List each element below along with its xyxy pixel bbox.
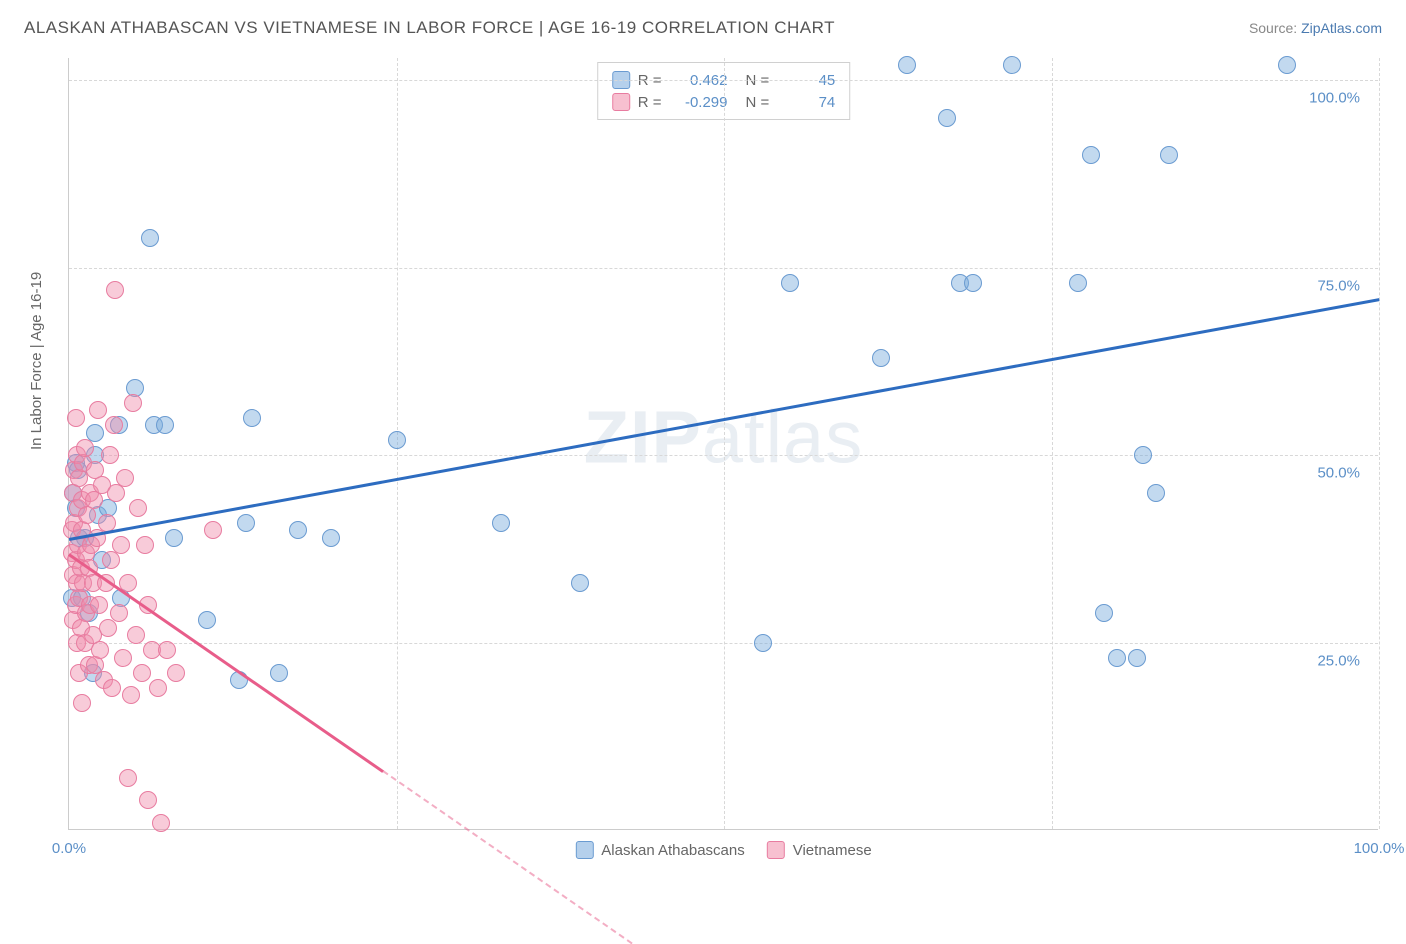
gridline-v — [724, 58, 725, 829]
scatter-point — [1095, 604, 1113, 622]
ytick-label: 50.0% — [1317, 465, 1360, 482]
scatter-point — [1082, 146, 1100, 164]
chart-title: ALASKAN ATHABASCAN VS VIETNAMESE IN LABO… — [24, 18, 835, 38]
swatch-pink-icon — [767, 841, 785, 859]
scatter-point — [754, 634, 772, 652]
source-prefix: Source: — [1249, 20, 1301, 36]
legend-item-pink: Vietnamese — [767, 841, 872, 859]
scatter-point — [141, 229, 159, 247]
scatter-point — [781, 274, 799, 292]
scatter-point — [105, 416, 123, 434]
scatter-point — [388, 431, 406, 449]
scatter-point — [156, 416, 174, 434]
scatter-point — [101, 446, 119, 464]
scatter-point — [198, 611, 216, 629]
scatter-point — [124, 394, 142, 412]
swatch-pink-icon — [612, 93, 630, 111]
scatter-point — [89, 401, 107, 419]
r-value-pink: -0.299 — [670, 94, 728, 111]
scatter-point — [492, 514, 510, 532]
scatter-point — [243, 409, 261, 427]
scatter-point — [158, 641, 176, 659]
source-link[interactable]: ZipAtlas.com — [1301, 20, 1382, 36]
gridline-v — [1052, 58, 1053, 829]
scatter-point — [1108, 649, 1126, 667]
scatter-point — [76, 439, 94, 457]
scatter-point — [129, 499, 147, 517]
scatter-point — [103, 679, 121, 697]
scatter-point — [872, 349, 890, 367]
ytick-label: 75.0% — [1317, 277, 1360, 294]
scatter-point — [91, 641, 109, 659]
scatter-point — [116, 469, 134, 487]
scatter-point — [127, 626, 145, 644]
n-label-2: N = — [746, 94, 770, 111]
scatter-point — [571, 574, 589, 592]
scatter-point — [67, 409, 85, 427]
scatter-point — [289, 521, 307, 539]
series-legend: Alaskan Athabascans Vietnamese — [575, 841, 871, 859]
scatter-point — [110, 604, 128, 622]
scatter-point — [1278, 56, 1296, 74]
xtick-label: 0.0% — [52, 840, 86, 857]
scatter-point — [898, 56, 916, 74]
scatter-point — [136, 536, 154, 554]
scatter-point — [237, 514, 255, 532]
xtick-label: 100.0% — [1354, 840, 1405, 857]
source-attribution: Source: ZipAtlas.com — [1249, 20, 1382, 36]
scatter-point — [1160, 146, 1178, 164]
scatter-point — [106, 281, 124, 299]
scatter-point — [152, 814, 170, 832]
scatter-point — [270, 664, 288, 682]
scatter-point — [167, 664, 185, 682]
scatter-point — [133, 664, 151, 682]
scatter-point — [73, 694, 91, 712]
scatter-point — [114, 649, 132, 667]
scatter-point — [149, 679, 167, 697]
ytick-label: 25.0% — [1317, 652, 1360, 669]
scatter-point — [165, 529, 183, 547]
ytick-label: 100.0% — [1309, 90, 1360, 107]
scatter-point — [1128, 649, 1146, 667]
scatter-point — [964, 274, 982, 292]
legend-item-blue: Alaskan Athabascans — [575, 841, 744, 859]
scatter-point — [322, 529, 340, 547]
scatter-point — [119, 769, 137, 787]
scatter-point — [102, 551, 120, 569]
gridline-v — [1379, 58, 1380, 829]
scatter-point — [122, 686, 140, 704]
y-axis-label: In Labor Force | Age 16-19 — [28, 272, 45, 450]
scatter-point — [1069, 274, 1087, 292]
scatter-point — [1147, 484, 1165, 502]
legend-label-pink: Vietnamese — [793, 842, 872, 859]
scatter-chart: ZIPatlas R = 0.462 N = 45 R = -0.299 N =… — [68, 58, 1378, 830]
scatter-point — [938, 109, 956, 127]
n-value-pink: 74 — [777, 94, 835, 111]
scatter-point — [90, 596, 108, 614]
scatter-point — [139, 791, 157, 809]
scatter-point — [1003, 56, 1021, 74]
scatter-point — [204, 521, 222, 539]
r-label-2: R = — [638, 94, 662, 111]
scatter-point — [99, 619, 117, 637]
swatch-blue-icon — [575, 841, 593, 859]
scatter-point — [112, 536, 130, 554]
scatter-point — [1134, 446, 1152, 464]
legend-label-blue: Alaskan Athabascans — [601, 842, 744, 859]
